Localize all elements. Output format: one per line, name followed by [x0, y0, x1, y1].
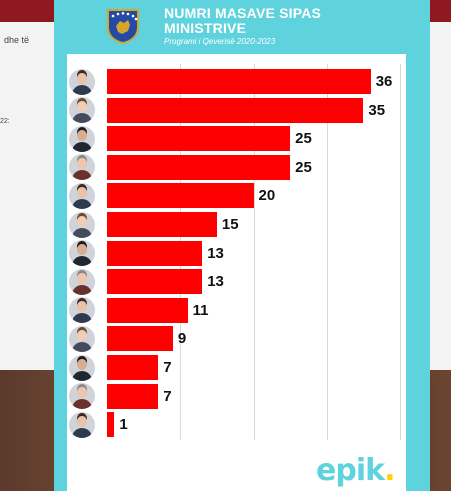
bar-value-label: 13 [207, 273, 224, 291]
avatar-head [77, 415, 87, 427]
avatar-body [72, 113, 92, 124]
bar-value-label: 35 [368, 101, 386, 119]
minister-avatar [69, 297, 95, 324]
minister-avatar [69, 97, 95, 124]
avatar-head [77, 244, 87, 256]
background-text-fragment: dhe të [4, 35, 30, 45]
gridline [326, 64, 328, 440]
bar-value-label: 20 [258, 187, 276, 205]
avatar-body [72, 427, 92, 438]
avatar-head [77, 387, 87, 399]
bar-value-label: 7 [163, 359, 172, 376]
background-page-right [426, 22, 451, 370]
bar [107, 297, 188, 323]
bar [107, 412, 115, 438]
avatar-body [72, 284, 92, 295]
avatar-body [72, 198, 92, 209]
minister-avatar [69, 211, 95, 238]
bar [107, 269, 203, 295]
minister-avatar [69, 268, 95, 295]
bar-value-label: 7 [163, 387, 172, 405]
bar-value-label: 25 [295, 158, 312, 176]
chart-title: NUMRI MASAVE SIPAS MINISTRIVE [164, 5, 322, 36]
avatar-body [72, 370, 92, 381]
avatar-body [72, 399, 92, 410]
avatar-head [77, 301, 87, 313]
bar-value-label: 13 [207, 244, 224, 262]
chart-subtitle: Programi i Qeverisë 2020-2023 [164, 37, 276, 46]
avatar-body [72, 170, 92, 181]
minister-avatar [69, 240, 95, 267]
avatar-head [77, 186, 87, 198]
bar-value-label: 11 [192, 301, 209, 319]
bar [107, 355, 159, 380]
avatar-body [72, 84, 92, 95]
kosovo-coat-of-arms-icon [107, 9, 139, 44]
background-text-fragment: 22: [0, 118, 10, 125]
bar-value-label: 36 [375, 73, 393, 90]
avatar-head [77, 72, 87, 84]
avatar-body [72, 227, 92, 238]
minister-avatar [69, 125, 95, 152]
bar [107, 154, 291, 180]
avatar-head [77, 272, 87, 284]
avatar-head [77, 129, 87, 141]
bar-value-label: 9 [177, 330, 187, 348]
epik-logo: epik. [316, 453, 396, 488]
bar [107, 326, 173, 352]
minister-avatar [69, 411, 95, 438]
minister-avatar [69, 182, 95, 209]
minister-avatar [69, 354, 95, 381]
bar [107, 69, 371, 94]
minister-avatar [69, 154, 95, 181]
bar-value-label: 15 [221, 216, 239, 233]
bar [107, 183, 254, 209]
avatar-body [72, 313, 92, 324]
bar [107, 97, 364, 123]
avatar-head [77, 158, 87, 170]
gridline [253, 64, 255, 440]
minister-avatar [69, 325, 95, 352]
avatar-body [72, 141, 92, 152]
avatar-head [77, 358, 87, 370]
bar-value-label: 1 [119, 416, 128, 434]
gridline [400, 64, 401, 440]
background-page-left [0, 22, 62, 370]
bar [107, 240, 203, 266]
minister-avatar [69, 68, 95, 95]
avatar-head [77, 101, 87, 113]
bar-value-label: 25 [295, 130, 312, 148]
avatar-head [77, 215, 87, 227]
bar [107, 126, 291, 152]
avatar-head [77, 329, 87, 341]
minister-avatar [69, 383, 95, 410]
bar [107, 212, 217, 237]
avatar-body [72, 256, 92, 267]
bar [107, 383, 159, 409]
avatar-body [72, 341, 92, 352]
